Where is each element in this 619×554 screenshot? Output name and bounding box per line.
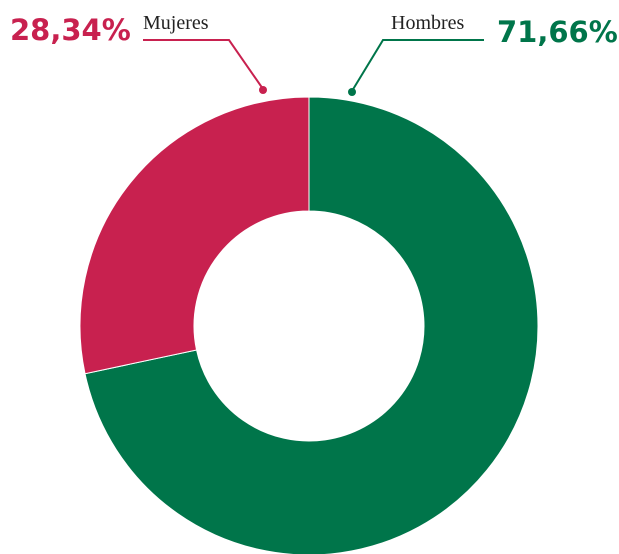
value-label: 28,34%: [10, 13, 131, 47]
leader-line: [351, 39, 484, 92]
legend-label: Hombres: [391, 12, 465, 34]
leader-dot: [259, 86, 267, 94]
leader-dot: [348, 88, 356, 96]
value-label: 71,66%: [497, 15, 618, 49]
slices: [79, 96, 539, 554]
legend-label: Mujeres: [143, 12, 209, 34]
slice: [84, 96, 539, 554]
leader-line: [143, 39, 264, 90]
slice: [79, 96, 310, 375]
